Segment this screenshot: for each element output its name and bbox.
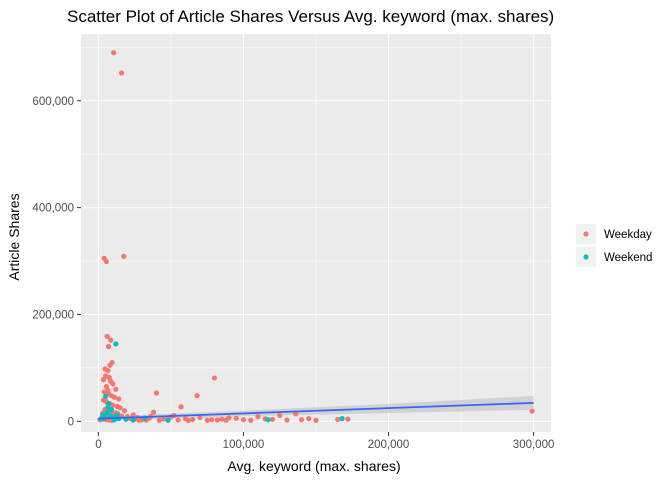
point-weekday [117, 405, 123, 411]
point-weekday [293, 411, 299, 417]
point-weekend [339, 416, 345, 422]
trend-line-layer [98, 401, 534, 420]
point-weekday [211, 375, 218, 381]
point-weekend [113, 341, 119, 347]
point-weekend [114, 412, 120, 418]
point-weekday [335, 416, 341, 423]
point-weekday [185, 417, 191, 424]
point-weekday [105, 367, 111, 374]
point-weekend [165, 417, 171, 423]
point-weekday [130, 412, 136, 418]
point-weekday [119, 70, 125, 76]
point-weekday [240, 417, 247, 423]
point-weekday [110, 402, 116, 408]
legend: Weekday Weekend [576, 224, 652, 267]
x-axis-title: Avg. keyword (max. shares) [227, 458, 400, 474]
legend-label-weekday: Weekday [604, 229, 652, 241]
point-weekday [208, 417, 215, 423]
point-weekday [269, 416, 276, 423]
point-weekend [100, 412, 106, 418]
y-tick-label: 400,000 [32, 203, 74, 215]
point-weekday [233, 415, 239, 421]
point-weekday [226, 415, 232, 421]
point-weekday [150, 409, 157, 415]
legend-label-weekend: Weekend [604, 252, 652, 264]
point-weekday [104, 333, 110, 339]
point-weekday [136, 417, 142, 423]
point-weekday [178, 404, 184, 410]
point-weekday [111, 50, 117, 56]
point-weekday [298, 417, 305, 423]
x-tick-label: 100,000 [223, 439, 265, 451]
point-weekday [121, 253, 127, 259]
trend-line [98, 401, 534, 420]
point-weekday [255, 413, 261, 420]
point-weekend [103, 393, 109, 399]
point-weekday [313, 417, 319, 423]
point-weekday [107, 362, 113, 368]
point-weekday [110, 381, 116, 387]
point-weekday [121, 408, 128, 414]
point-weekend [130, 417, 136, 423]
y-tick-label: 600,000 [32, 96, 74, 108]
point-weekday [108, 337, 114, 343]
x-tick-label: 300,000 [513, 439, 555, 451]
point-weekend [105, 404, 111, 411]
chart-title: Scatter Plot of Article Shares Versus Av… [67, 7, 554, 26]
point-weekday [105, 343, 112, 350]
axis-ticks: 0 100,000 200,000 300,000 0 200,000 400,000 600… [32, 96, 554, 451]
point-weekday [116, 396, 122, 402]
legend-marker-weekend [583, 254, 589, 260]
x-tick-label: 0 [95, 439, 101, 451]
point-weekday [306, 416, 312, 422]
x-tick-label: 200,000 [368, 439, 410, 451]
point-weekday [161, 416, 167, 422]
point-weekday [194, 393, 200, 399]
point-weekday [284, 417, 290, 423]
point-weekday [153, 390, 160, 396]
point-weekday [103, 258, 109, 265]
grid-lines [81, 34, 551, 432]
point-weekday [197, 414, 203, 421]
point-weekday [248, 417, 254, 423]
point-weekday [214, 417, 220, 423]
point-weekday [277, 412, 283, 419]
point-weekday [156, 417, 162, 423]
y-tick-label: 0 [68, 416, 74, 428]
legend-marker-weekday [583, 231, 589, 237]
point-weekday [219, 416, 225, 422]
point-weekday [345, 416, 351, 422]
point-weekday [190, 416, 196, 423]
y-axis-title: Article Shares [6, 193, 22, 280]
point-weekday [111, 394, 117, 400]
point-weekday [113, 386, 119, 392]
point-weekday [204, 417, 210, 423]
point-weekday [529, 408, 535, 414]
y-tick-label: 200,000 [32, 309, 74, 321]
point-weekend [265, 417, 271, 423]
point-weekday [175, 417, 181, 423]
point-weekday [101, 389, 107, 395]
point-weekday [100, 377, 107, 383]
